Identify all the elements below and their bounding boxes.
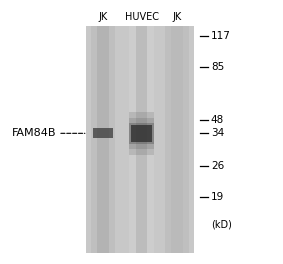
Bar	[171, 26, 183, 253]
Text: 48: 48	[211, 115, 224, 125]
Bar	[129, 112, 154, 155]
Text: 34: 34	[211, 128, 224, 138]
Bar	[97, 26, 109, 253]
Bar	[91, 26, 115, 253]
Bar	[86, 26, 194, 253]
Text: 19: 19	[211, 192, 224, 202]
Bar	[131, 125, 152, 142]
Text: JK: JK	[99, 12, 108, 22]
Bar	[93, 128, 113, 138]
Text: HUVEC: HUVEC	[125, 12, 158, 22]
Text: 117: 117	[211, 31, 231, 41]
Bar	[129, 123, 154, 144]
Bar	[165, 26, 189, 253]
Text: JK: JK	[172, 12, 181, 22]
Text: FAM84B: FAM84B	[12, 128, 56, 138]
Text: 26: 26	[211, 161, 224, 171]
Text: 85: 85	[211, 62, 224, 72]
Bar	[129, 118, 154, 149]
Bar	[136, 26, 147, 253]
Bar	[129, 26, 153, 253]
Text: (kD): (kD)	[211, 219, 232, 229]
